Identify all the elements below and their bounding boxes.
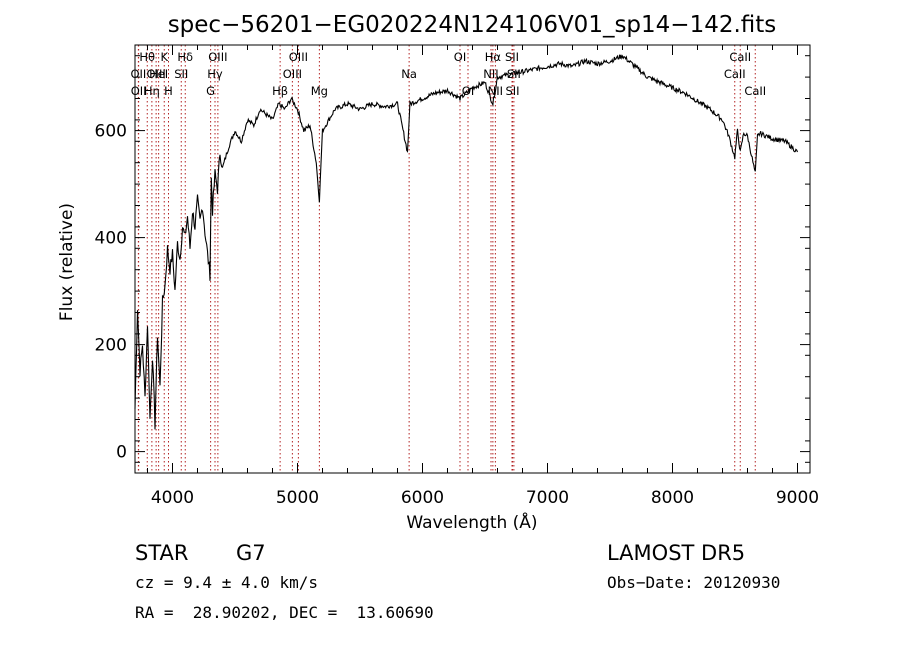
x-tick-label-0: 4000	[151, 488, 194, 508]
line-label-13: OIII	[289, 50, 308, 64]
line-label-11: Hγ	[207, 67, 223, 81]
object-subclass: G7	[236, 541, 266, 565]
line-label-14: OIII	[283, 67, 302, 81]
line-label-23: SII	[507, 67, 521, 81]
obs-date: Obs−Date: 20120930	[607, 573, 780, 592]
ra-dec: RA = 28.90202, DEC = 13.60690	[135, 603, 434, 622]
y-axis-label: Flux (relative)	[57, 203, 77, 321]
line-label-8: Hδ	[177, 50, 193, 64]
x-axis: 4000 5000 6000 7000 8000 9000	[147, 45, 819, 508]
line-label-4: Hη	[144, 84, 160, 98]
y-tick-label-2: 400	[95, 229, 127, 249]
y-tick-label-3: 600	[95, 122, 127, 142]
line-label-16: Mg	[311, 84, 328, 98]
line-label-10: OIII	[208, 50, 227, 64]
y-tick-label-0: 0	[116, 443, 127, 463]
redshift-cz: cz = 9.4 ± 4.0 km/s	[135, 573, 318, 592]
line-label-28: CaII	[744, 84, 766, 98]
line-markers	[137, 45, 756, 473]
line-label-26: CaII	[729, 50, 751, 64]
spectrum-line	[134, 54, 799, 430]
spectrum-series	[134, 54, 799, 430]
line-label-1: OII	[130, 67, 146, 81]
line-label-18: OI	[454, 50, 466, 64]
line-label-21: SII	[505, 50, 519, 64]
line-label-5: K	[160, 50, 168, 64]
line-label-9: SII	[174, 67, 188, 81]
line-label-27: CaII	[724, 67, 746, 81]
x-tick-label-5: 9000	[776, 488, 819, 508]
line-label-22: NII	[483, 67, 498, 81]
line-label-20: Hα	[485, 50, 502, 64]
survey-name: LAMOST DR5	[607, 541, 745, 565]
line-label-7: H	[164, 84, 173, 98]
object-class: STAR	[135, 541, 188, 565]
line-label-2: OIII	[147, 67, 166, 81]
x-axis-label: Wavelength (Å)	[406, 511, 537, 533]
y-tick-label-1: 200	[95, 336, 127, 356]
line-label-25: SII	[505, 84, 519, 98]
chart-title: spec−56201−EG020224N124106V01_sp14−142.f…	[168, 12, 777, 38]
x-tick-label-3: 7000	[526, 488, 569, 508]
x-tick-label-2: 6000	[401, 488, 444, 508]
line-label-6: HeI	[149, 67, 168, 81]
line-label-0: Hθ	[139, 50, 155, 64]
y-axis: 0 200 400 600	[95, 55, 810, 463]
plot-frame	[134, 44, 811, 474]
line-label-17: Na	[401, 67, 417, 81]
line-label-15: Hβ	[272, 84, 288, 98]
x-tick-label-1: 5000	[276, 488, 319, 508]
x-tick-label-4: 8000	[651, 488, 694, 508]
line-label-12: G	[206, 84, 215, 98]
